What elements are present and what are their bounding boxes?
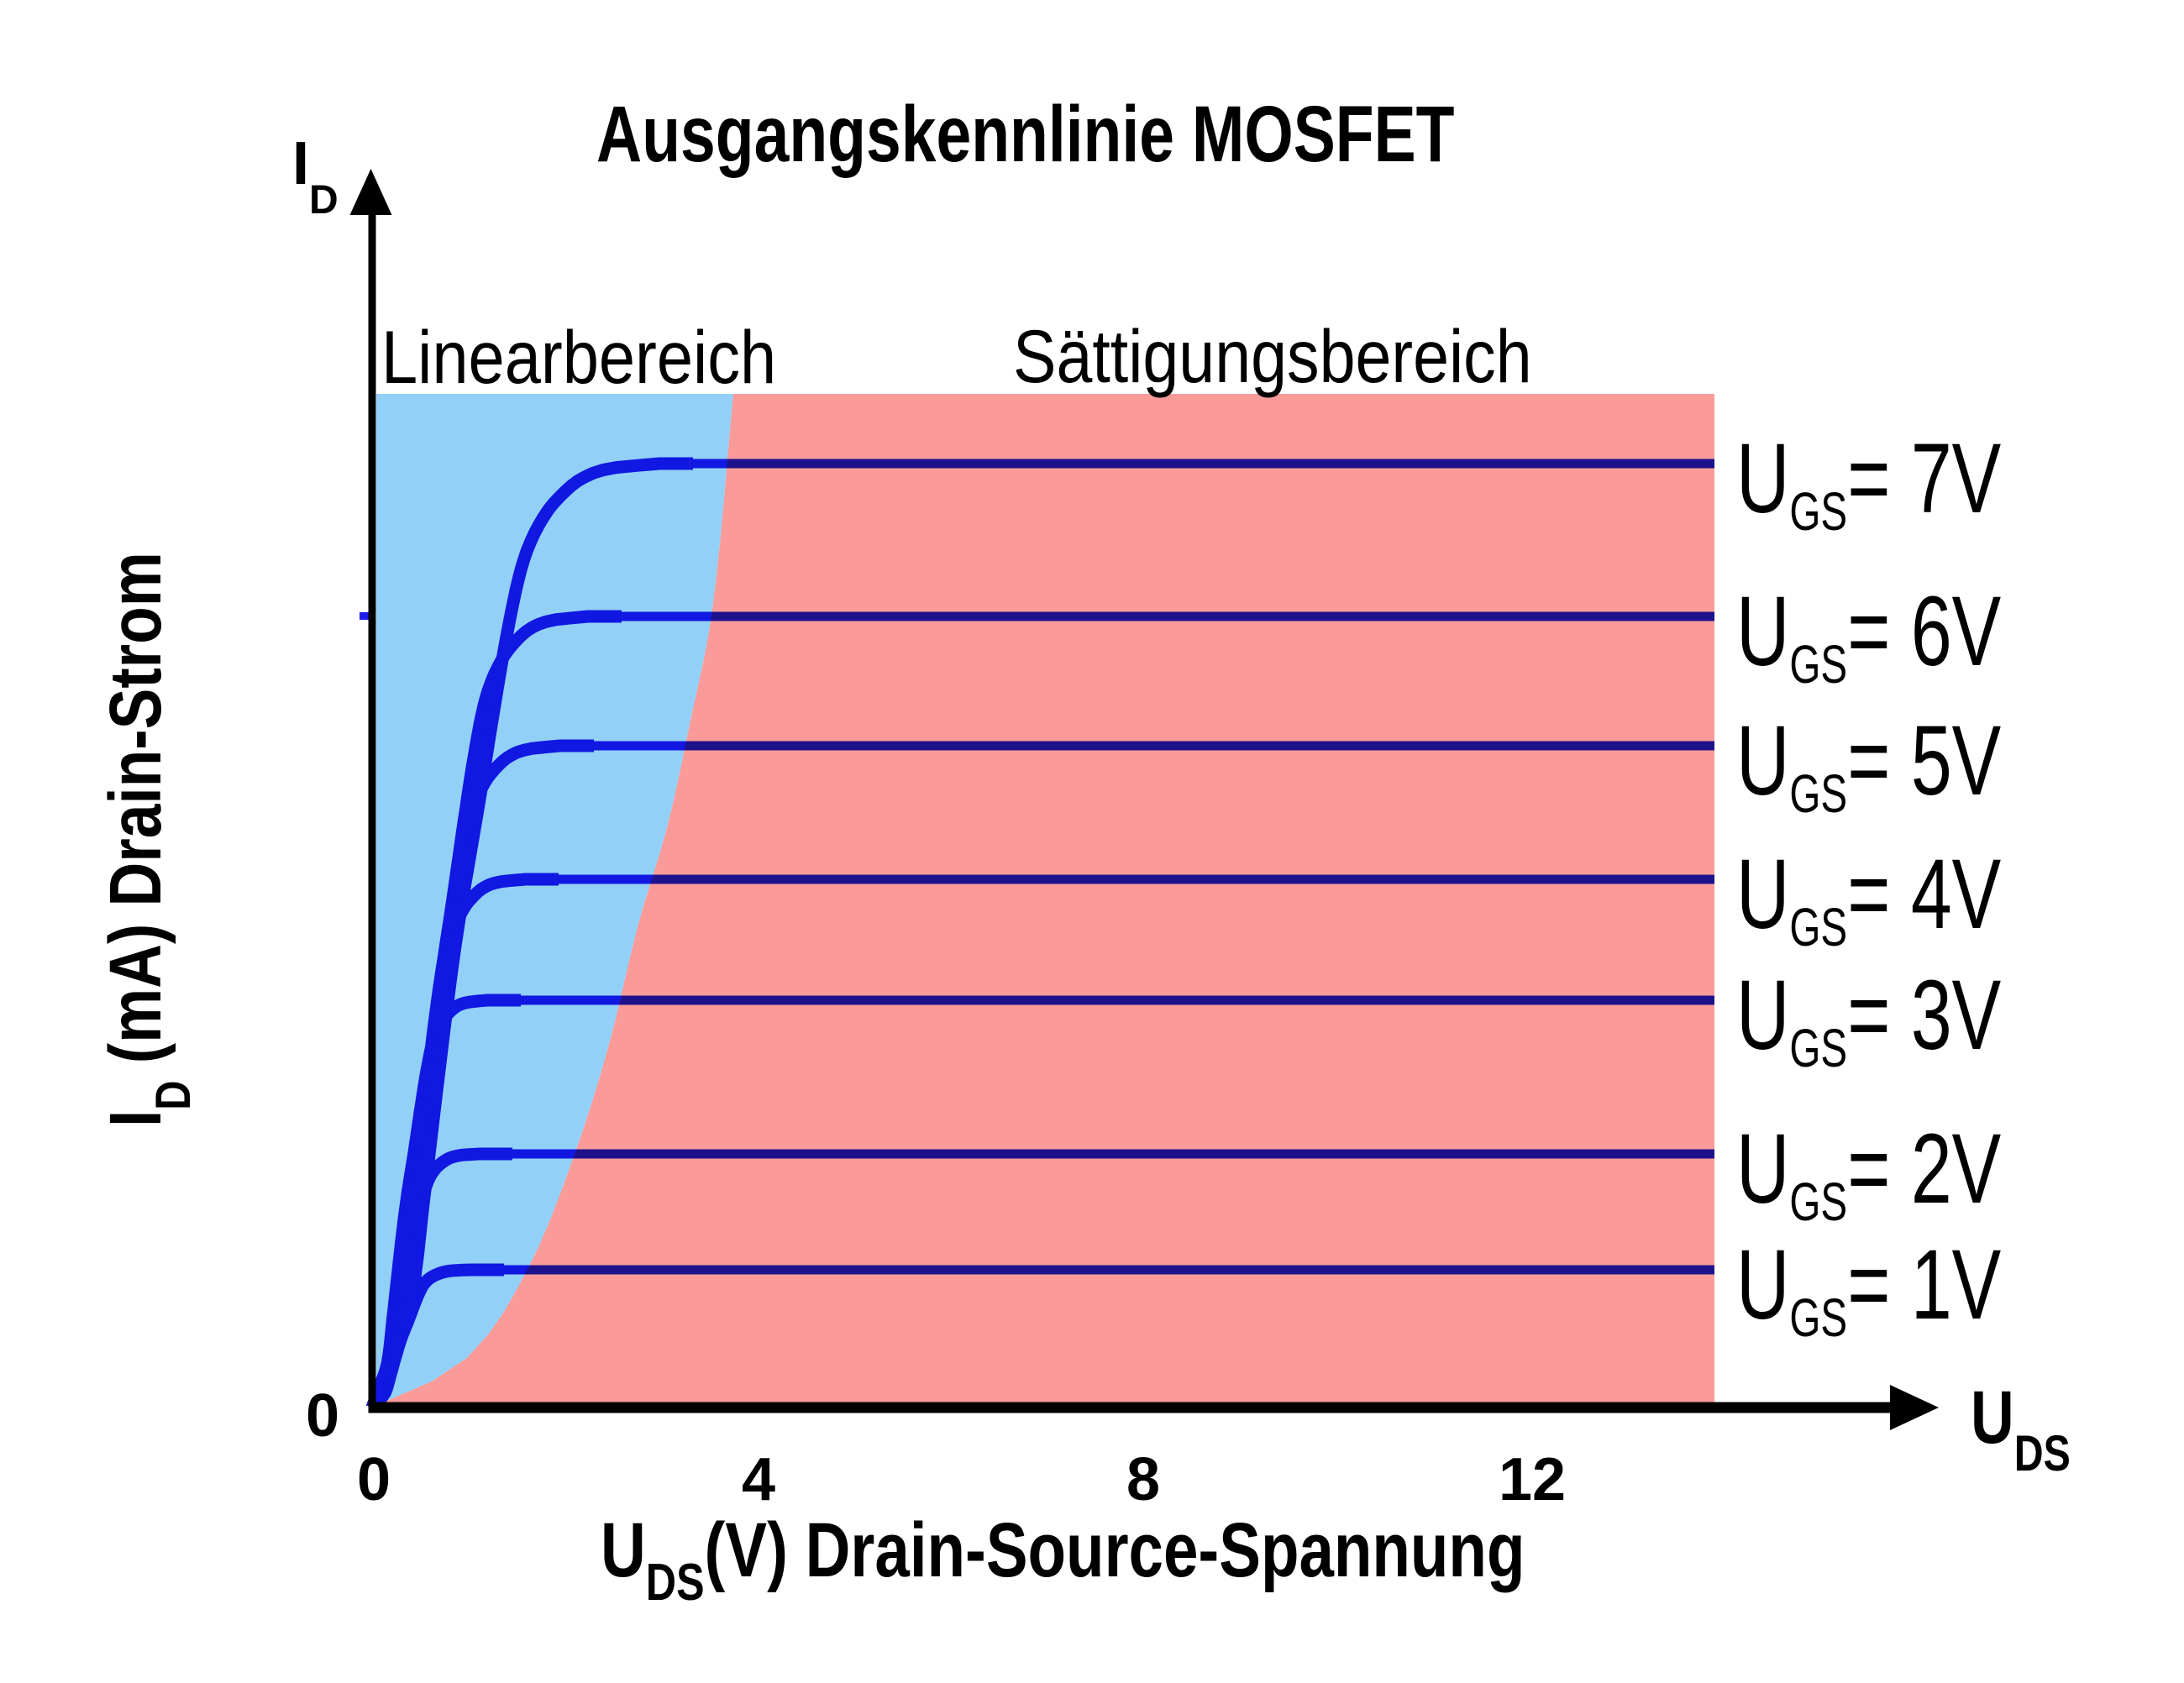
svg-text:UGS= 6V: UGS= 6V xyxy=(1736,576,2001,694)
svg-text:Sättigungsbereich: Sättigungsbereich xyxy=(1013,315,1532,398)
svg-text:UGS= 5V: UGS= 5V xyxy=(1736,705,2001,823)
svg-text:4: 4 xyxy=(742,1446,775,1513)
svg-text:8: 8 xyxy=(1126,1446,1160,1513)
svg-text:UGS= 4V: UGS= 4V xyxy=(1736,839,2001,957)
svg-text:Linearbereich: Linearbereich xyxy=(381,315,776,399)
svg-text:Ausgangskennlinie MOSFET: Ausgangskennlinie MOSFET xyxy=(596,91,1454,179)
svg-text:UGS= 1V: UGS= 1V xyxy=(1736,1229,2001,1347)
svg-text:0: 0 xyxy=(357,1446,391,1513)
svg-text:UGS= 3V: UGS= 3V xyxy=(1736,960,2001,1077)
svg-text:UGS= 7V: UGS= 7V xyxy=(1736,423,2001,541)
svg-text:0: 0 xyxy=(306,1382,339,1450)
svg-text:UGS= 2V: UGS= 2V xyxy=(1736,1114,2001,1231)
svg-text:12: 12 xyxy=(1499,1446,1566,1513)
